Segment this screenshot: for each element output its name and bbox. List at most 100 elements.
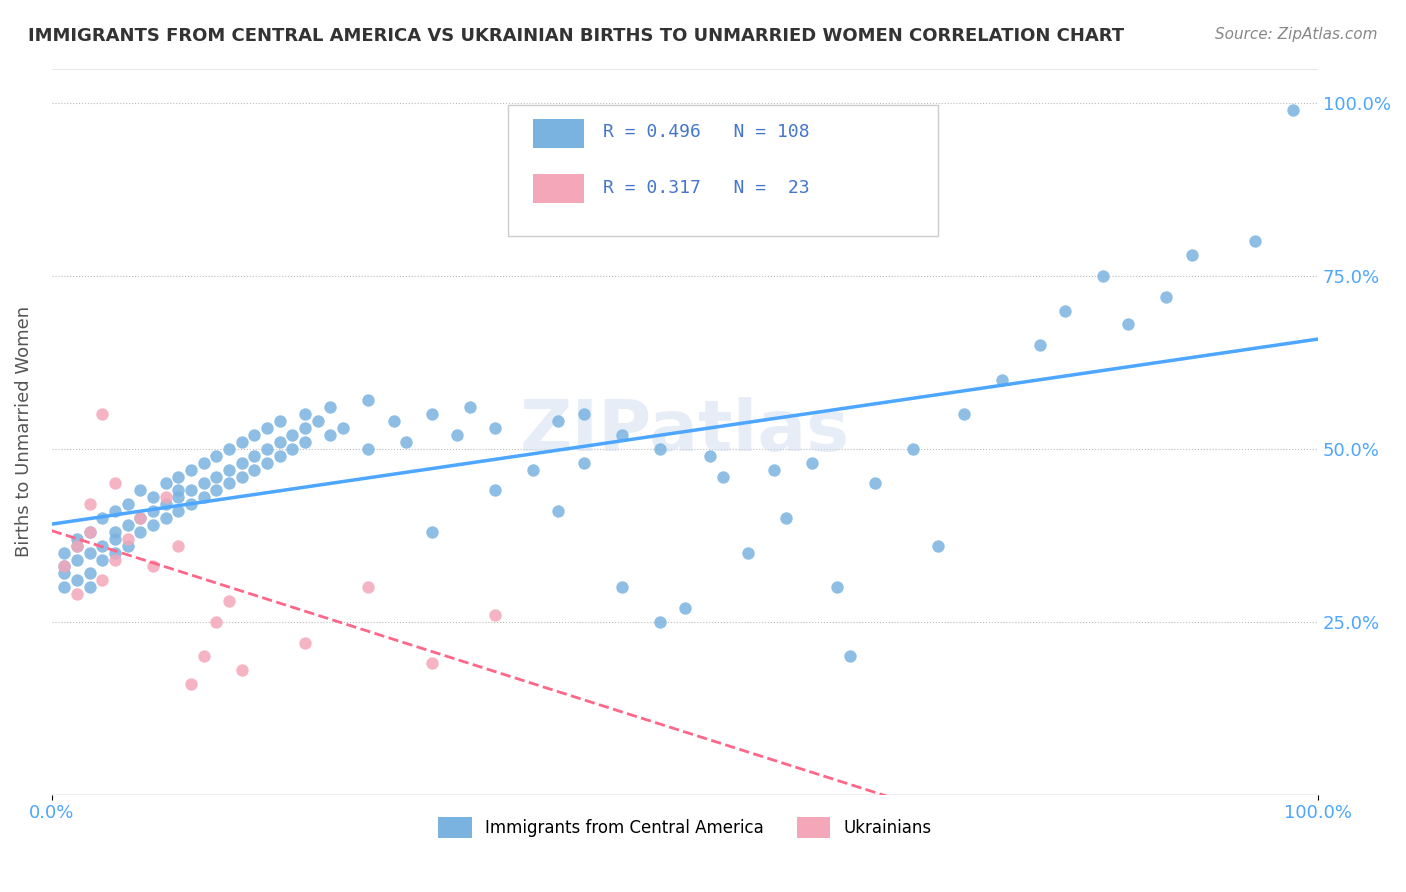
Point [1281,103,1303,117]
Point [610,428,633,442]
Point [319,401,342,415]
Point [79,546,101,560]
Text: R = 0.317   N =  23: R = 0.317 N = 23 [603,179,810,197]
Point [307,414,329,428]
Point [382,414,405,428]
Point [231,435,253,450]
Point [281,428,304,442]
Point [775,511,797,525]
Point [104,546,127,560]
Point [205,615,228,629]
Point [699,449,721,463]
Point [180,677,202,691]
Point [281,442,304,456]
Point [838,649,860,664]
Point [53,580,76,594]
Point [648,615,671,629]
Point [484,607,506,622]
Point [155,497,177,511]
Point [357,442,380,456]
Point [319,428,342,442]
Point [193,476,215,491]
Point [91,552,114,566]
Point [117,539,139,553]
Point [294,407,316,421]
Point [572,456,595,470]
Point [53,546,76,560]
Point [79,580,101,594]
Point [180,483,202,498]
Text: Source: ZipAtlas.com: Source: ZipAtlas.com [1215,27,1378,42]
FancyBboxPatch shape [533,174,583,202]
Point [66,539,89,553]
Point [762,463,785,477]
Point [79,524,101,539]
Point [129,511,152,525]
Point [167,504,190,518]
Point [547,414,569,428]
Point [193,649,215,664]
Point [66,532,89,546]
Point [79,497,101,511]
Point [294,635,316,649]
Point [167,491,190,505]
Point [332,421,354,435]
Point [53,559,76,574]
Point [104,524,127,539]
Point [91,574,114,588]
Point [952,407,974,421]
Point [737,546,759,560]
Point [572,407,595,421]
Point [610,580,633,594]
Point [1053,303,1076,318]
Point [91,511,114,525]
Point [66,552,89,566]
Point [648,442,671,456]
Point [79,524,101,539]
Point [243,428,266,442]
Point [129,483,152,498]
Point [863,476,886,491]
Point [104,552,127,566]
Point [66,539,89,553]
Point [357,580,380,594]
Point [142,504,165,518]
Text: R = 0.496   N = 108: R = 0.496 N = 108 [603,123,810,142]
Point [927,539,949,553]
Point [673,601,696,615]
Point [129,524,152,539]
Point [53,559,76,574]
Point [1028,338,1050,352]
Point [117,497,139,511]
Point [990,373,1012,387]
Point [155,511,177,525]
Point [53,566,76,581]
Text: IMMIGRANTS FROM CENTRAL AMERICA VS UKRAINIAN BIRTHS TO UNMARRIED WOMEN CORRELATI: IMMIGRANTS FROM CENTRAL AMERICA VS UKRAI… [28,27,1125,45]
Point [458,401,481,415]
Point [167,469,190,483]
Point [167,483,190,498]
Y-axis label: Births to Unmarried Women: Births to Unmarried Women [15,306,32,558]
Point [205,469,228,483]
Point [446,428,468,442]
Point [91,539,114,553]
Point [901,442,924,456]
Point [218,463,240,477]
Point [395,435,418,450]
Point [142,559,165,574]
Point [256,421,278,435]
Point [1116,318,1139,332]
Point [1154,290,1177,304]
Point [129,511,152,525]
Point [420,657,443,671]
FancyBboxPatch shape [508,105,938,235]
Point [269,449,291,463]
Point [420,407,443,421]
Point [205,483,228,498]
Point [231,456,253,470]
Point [547,504,569,518]
Point [142,491,165,505]
Point [484,483,506,498]
Point [104,476,127,491]
Point [155,476,177,491]
